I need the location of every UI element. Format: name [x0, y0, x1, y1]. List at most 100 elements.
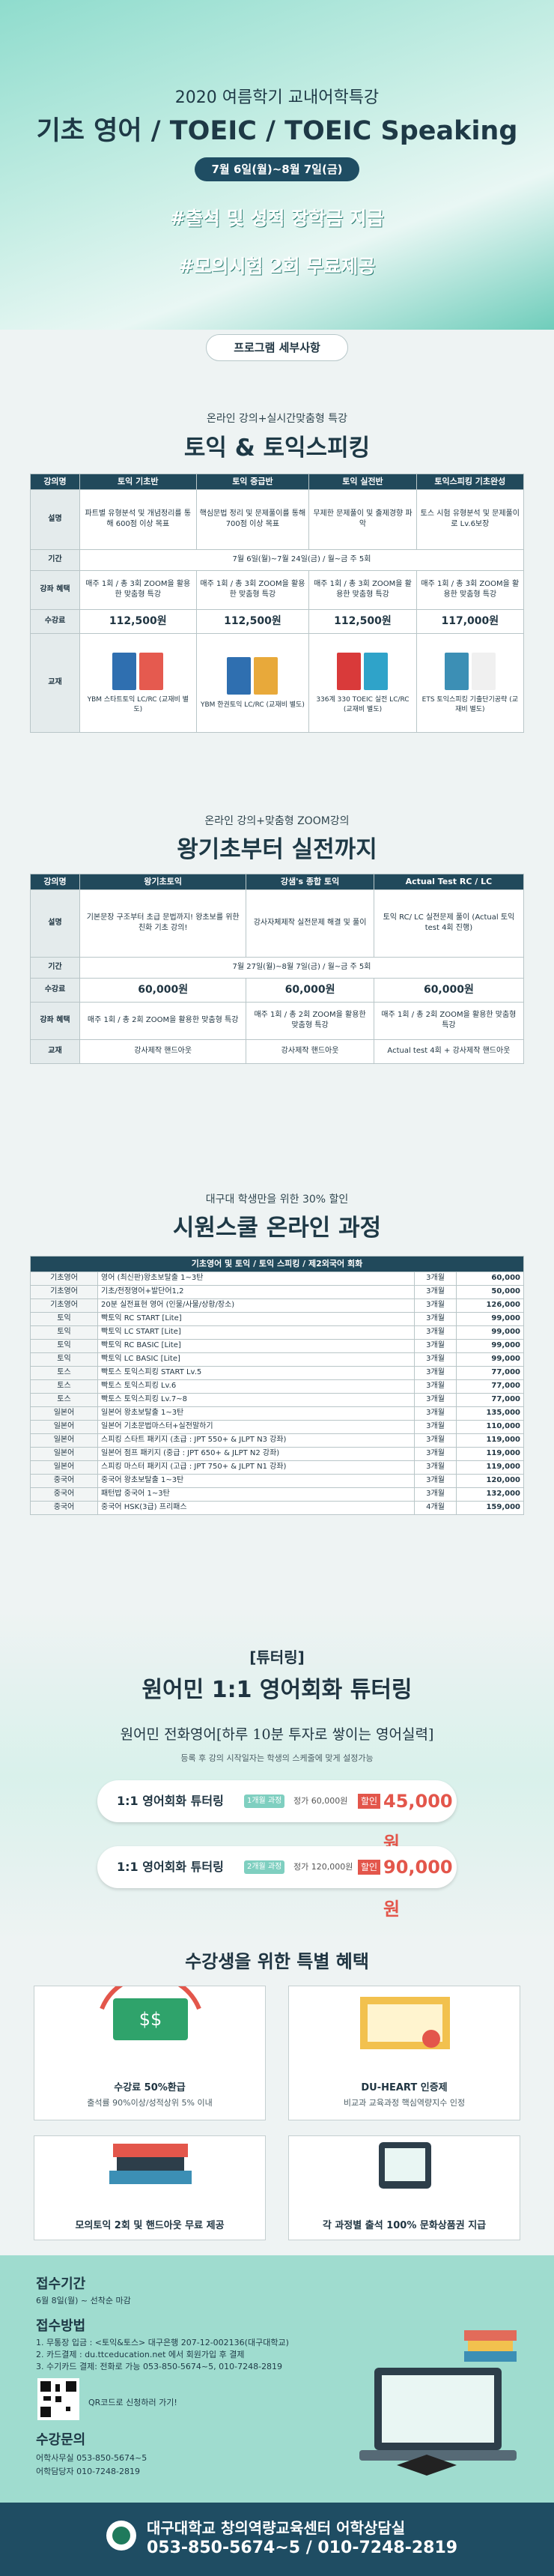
table-row: 토익 빡토익 RC BASIC [Lite] 3개월 99,000	[30, 1338, 525, 1353]
table-cell: 강사제작 핸드아웃	[79, 1038, 247, 1064]
org-phone: 053-850-5674~5 / 010-7248-2819	[147, 2539, 458, 2557]
column-header: 토익 실전반	[308, 474, 417, 490]
benefits-title: 수강생을 위한 특별 혜택	[185, 1951, 369, 1972]
book-caption: ETS 토익스피킹 기출단기공략 (교재비 별도)	[421, 696, 518, 714]
table-row: 중국어 패턴밥 중국어 1~3탄 3개월 132,000	[30, 1487, 525, 1502]
table-cell: 토익	[30, 1352, 98, 1367]
table-cell: 패턴밥 중국어 1~3탄	[97, 1487, 416, 1502]
table-cell: 중국어 HSK(3급) 프리패스	[97, 1500, 416, 1515]
benefit-desc: 비교과 교육과정 핵심역량지수 인정	[343, 2098, 466, 2108]
offer-name: 1:1 영어회화 튜터링	[117, 1794, 224, 1808]
table-row: 중국어 중국어 왕초보탈출 1~3탄 3개월 120,000	[30, 1473, 525, 1488]
table-row: 교재 YBM 스타트토익 LC/RC (교재비 별도) YBM 한권토익 LC/RC…	[30, 632, 525, 733]
offer-price: 90,000원	[383, 1857, 453, 1920]
table-cell: 3개월	[414, 1419, 457, 1434]
table-cell: 20분 실전표현 영어 (인물/사물/상황/장소)	[97, 1298, 416, 1313]
tutoring-tag: [튜터링]	[249, 1648, 305, 1666]
table-row: 일본어 스피킹 스타트 패키지 (초급 : JPT 550+ & JLPT N3 …	[30, 1433, 525, 1448]
section-subtitle: 온라인 강의+실시간맞춤형 특강	[206, 413, 348, 425]
footer-text: 6월 8일(월) ~ 선착순 마감	[36, 2296, 131, 2306]
row-label: 설명	[30, 889, 80, 958]
table-cell: 119,000	[455, 1433, 525, 1448]
footer-text: 2. 카드결제 : du.ttceducation.net 에서 회원가입 후 …	[36, 2350, 245, 2359]
book-cover	[471, 652, 496, 690]
footer-heading: 접수기간	[36, 2276, 86, 2292]
offer-discount: 할인	[358, 1794, 381, 1809]
column-header: 강샘's 종합 토익	[246, 874, 374, 890]
table-cell: 120,000	[455, 1473, 525, 1488]
table-cell: 3개월	[414, 1298, 457, 1313]
book-cover	[139, 652, 164, 690]
benefit-box: 각 과정별 출석 100% 문화상품권 지급	[288, 2135, 520, 2240]
table-row: 토익 빡토익 LC START [Lite] 3개월 99,000	[30, 1325, 525, 1340]
offer-discount: 할인	[358, 1860, 381, 1875]
laptop-illustration	[359, 2330, 517, 2476]
table-cell: 일본어 왕초보탈출 1~3탄	[97, 1406, 416, 1421]
table-cell: 중국어	[30, 1487, 98, 1502]
section-title: 시원스쿨 온라인 과정	[172, 1215, 382, 1242]
benefit-icon	[109, 2144, 192, 2184]
table-cell: 336계 330 TOEIC 실전 LC/RC (교재비 별도)	[308, 632, 417, 733]
tutoring-title: 원어민 1:1 영어회화 튜터링	[141, 1677, 413, 1703]
table-cell: 중국어 왕초보탈출 1~3탄	[97, 1473, 416, 1488]
table-cell: 99,000	[455, 1311, 525, 1326]
table-row: 설명 기본문장 구조부터 초급 문법까지! 왕초보를 위한 친화 기초 강의! 강사…	[30, 889, 525, 958]
book-caption: YBM 스타트토익 LC/RC (교재비 별도)	[87, 696, 189, 714]
table-cell: 3개월	[414, 1487, 457, 1502]
table-row: 기간 7월 27일(월)~8월 7일(금) / 월~금 주 5회	[30, 956, 524, 979]
table-cell: 7월 27일(월)~8월 7일(금) / 월~금 주 5회	[79, 956, 524, 979]
table-cell: 토익	[30, 1325, 98, 1340]
book-cover	[112, 652, 137, 690]
table-cell: 일본어 점프 패키지 (중급 : JPT 650+ & JLPT N2 강좌)	[97, 1446, 416, 1461]
offer-box: 1:1 영어회화 튜터링 2개월 과정 정가 120,000원 할인 90,000원	[97, 1846, 457, 1920]
table-cell: 3개월	[414, 1352, 457, 1367]
header-year-title: 2020 여름학기 교내어학특강	[174, 88, 380, 107]
table-cell: 기초영어	[30, 1271, 98, 1286]
table-row: 일본어 일본어 왕초보탈출 1~3탄 3개월 135,000	[30, 1406, 525, 1421]
table-cell: 매주 1회 / 총 3회 ZOOM을 활용한 맞춤형 특강	[308, 569, 417, 610]
table-cell: 50,000	[455, 1284, 525, 1299]
table-cell: 77,000	[455, 1365, 525, 1380]
table-cell: 기초영어	[30, 1298, 98, 1313]
table-cell: 112,500원	[308, 608, 417, 634]
table-cell: 3개월	[414, 1338, 457, 1353]
benefit-title: DU-HEART 인증제	[361, 2082, 448, 2093]
table-cell: 매주 1회 / 총 2회 ZOOM을 활용한 맞춤형 특강	[79, 1001, 247, 1040]
table-cell: 일본어	[30, 1406, 98, 1421]
table-cell: 3개월	[414, 1284, 457, 1299]
table-cell: 영어 (최신판)왕초보탈출 1~3탄	[97, 1271, 416, 1286]
tutoring-section: [튜터링] 원어민 1:1 영어회화 튜터링 원어민 전화영어[하루 10분 투…	[0, 1611, 554, 1941]
book-images	[312, 651, 413, 696]
row-label: 교재	[30, 632, 80, 733]
book-cover	[254, 657, 278, 695]
section-subtitle: 온라인 강의+맞춤형 ZOOM강의	[204, 815, 350, 827]
book-cover	[227, 657, 252, 695]
table-cell: 3개월	[414, 1446, 457, 1461]
table-cell: 매주 1회 / 총 2회 ZOOM을 활용한 맞춤형 특강	[373, 1001, 525, 1040]
table-cell: 일본어	[30, 1460, 98, 1475]
footer-text: 어학담당자 010-7248-2819	[36, 2467, 141, 2476]
table-cell: 4개월	[414, 1500, 457, 1515]
column-header: 강의명	[30, 874, 80, 890]
section-title: 왕기초부터 실전까지	[177, 836, 377, 863]
table-cell: 빡토스 토익스피킹 Lv.7~8	[97, 1392, 416, 1407]
table-cell: 스피킹 마스터 패키지 (고급 : JPT 750+ & JLPT N1 강좌)	[97, 1460, 416, 1475]
benefit-title: 모의토익 2회 및 핸드아웃 무료 제공	[75, 2220, 225, 2231]
offer-unit: 2개월 과정	[244, 1860, 285, 1874]
table-cell: 7월 6일(월)~7월 24일(금) / 월~금 주 5회	[79, 548, 524, 571]
header-date: 7월 6일(월)~8월 7일(금)	[195, 157, 359, 181]
table-cell: 77,000	[455, 1392, 525, 1407]
footer-heading: 접수방법	[36, 2318, 86, 2334]
table-cell: 빡토익 RC BASIC [Lite]	[97, 1338, 416, 1353]
table-cell: 3개월	[414, 1379, 457, 1394]
table-row: 토익 빡토익 RC START [Lite] 3개월 99,000	[30, 1311, 525, 1326]
footer-text: 3. 수기카드 결제: 전화로 가능 053-850-5674~5, 010-7…	[36, 2362, 283, 2371]
tutoring-note: 등록 후 강의 시작일자는 학생의 스케줄에 맞게 설정가능	[180, 1753, 374, 1763]
row-label: 교재	[30, 1038, 80, 1064]
table-cell: Actual test 4회 + 강사제작 핸드아웃	[373, 1038, 525, 1064]
table-row: 교재 강사제작 핸드아웃 강사제작 핸드아웃 Actual test 4회 + 강사제…	[30, 1038, 525, 1064]
table-cell: 매주 1회 / 총 3회 ZOOM을 활용한 맞춤형 특강	[79, 569, 197, 610]
benefit-icon: $$	[100, 1973, 201, 2040]
